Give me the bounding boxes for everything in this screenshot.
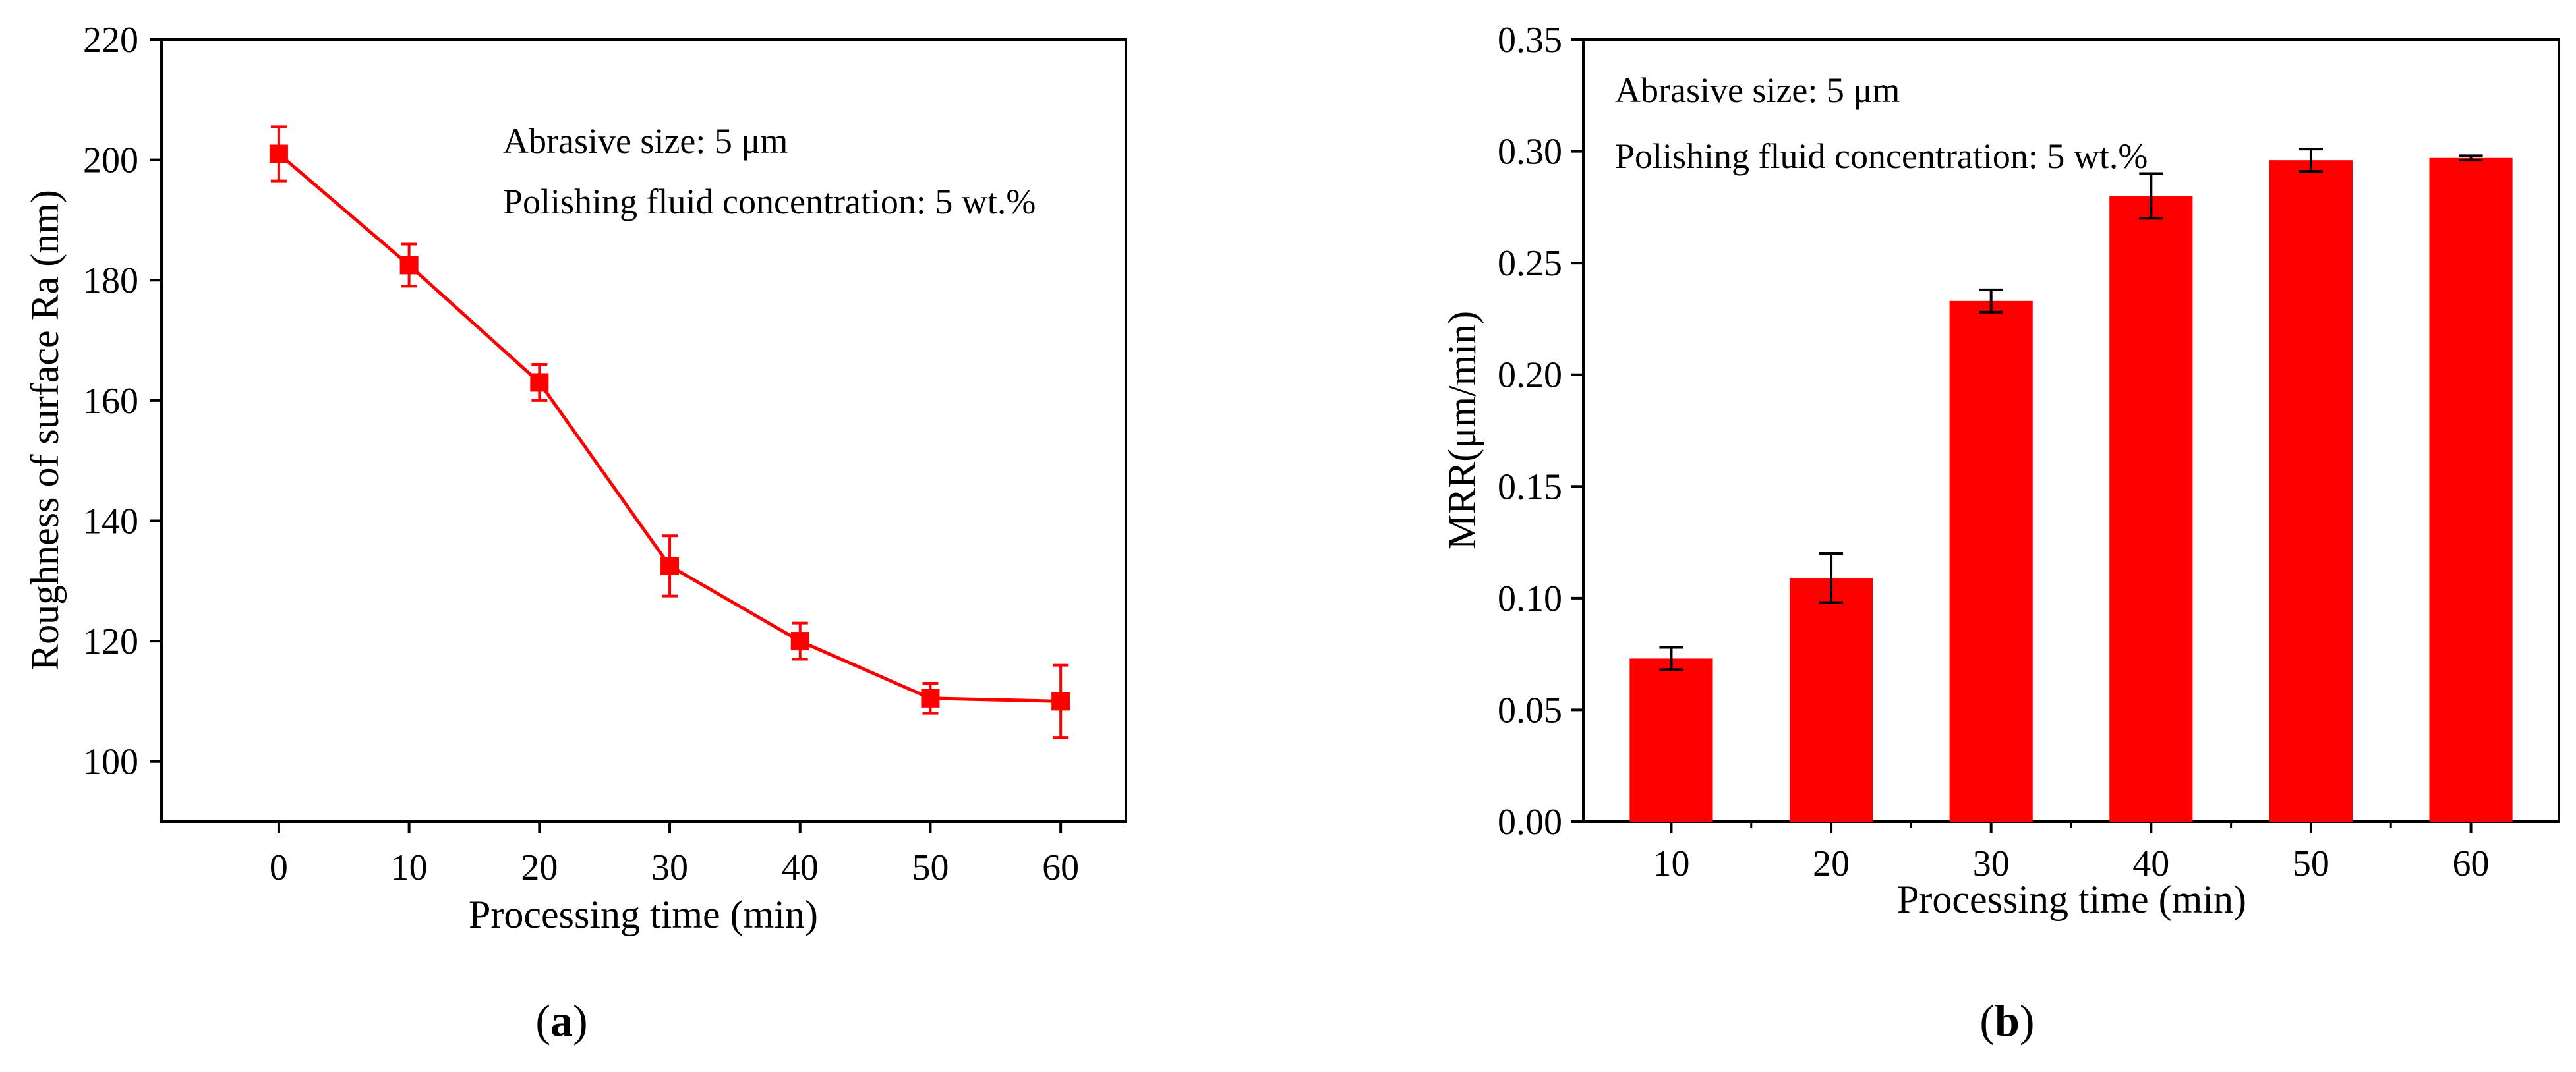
x-axis-title: Processing time (min) (1897, 878, 2246, 921)
data-point (660, 556, 680, 575)
data-point (1051, 692, 1070, 711)
panel-label: (b) (1979, 996, 2034, 1046)
annotation-abrasive-size: Abrasive size: 5 μm (503, 121, 788, 161)
plot-frame (160, 38, 1127, 823)
panel-label-letter: b (1995, 996, 2020, 1046)
series-line (278, 152, 1061, 703)
bar-group (1629, 148, 2513, 822)
y-tick-label: 180 (83, 260, 138, 301)
x-tick-label: 10 (1653, 843, 1689, 884)
mrr-bar-chart: 10 20 30 40 50 60 0.00 0.05 0.10 0.15 0.20 0.25 0.3… (1440, 20, 2560, 1046)
annotation-fluid-concentration: Polishing fluid concentration: 5 wt.% (503, 182, 1036, 221)
y-tick-group: 0.00 0.05 0.10 0.15 0.20 0.25 0.30 0.35 (1498, 20, 1583, 843)
x-tick-group: 10 20 30 40 50 60 (1653, 822, 2490, 884)
y-tick-label: 120 (83, 621, 138, 662)
y-tick-label: 220 (83, 20, 138, 61)
roughness-line-chart: 0 10 20 30 40 50 60 100 120 140 160 180 200 220 Proc… (23, 20, 1127, 1046)
bar (1949, 300, 2033, 822)
y-tick-label: 0.10 (1498, 578, 1562, 619)
x-tick-label: 60 (2453, 843, 2490, 884)
y-tick-label: 0.05 (1498, 690, 1562, 731)
y-tick-label: 0.30 (1498, 132, 1562, 173)
x-tick-label: 30 (1973, 843, 2010, 884)
bar (2429, 157, 2513, 822)
panel-label-letter: a (550, 996, 573, 1046)
x-tick-label: 10 (391, 847, 428, 888)
x-axis-title: Processing time (min) (469, 893, 818, 936)
y-axis-title: Roughness of surface Ra (nm) (23, 190, 67, 671)
data-point (399, 256, 419, 275)
x-tick-label: 20 (521, 847, 558, 888)
data-point (530, 373, 549, 392)
bar (2109, 196, 2193, 822)
y-axis-title: MRR(μm/min) (1440, 311, 1484, 550)
y-tick-label: 100 (83, 742, 138, 783)
bar (1789, 578, 1873, 822)
x-tick-label: 40 (782, 847, 819, 888)
y-tick-label: 140 (83, 501, 138, 542)
y-tick-label: 0.15 (1498, 466, 1562, 507)
panel-label: (a) (535, 996, 587, 1046)
x-tick-label: 60 (1042, 847, 1079, 888)
annotation-fluid-concentration: Polishing fluid concentration: 5 wt.% (1615, 136, 2148, 176)
series-roughness (269, 125, 1070, 739)
data-point (921, 689, 940, 708)
x-tick-label: 0 (270, 847, 288, 888)
x-tick-label: 50 (912, 847, 949, 888)
y-tick-group: 100 120 140 160 180 200 220 (83, 20, 161, 783)
y-tick-label: 0.00 (1498, 802, 1562, 843)
x-tick-label: 40 (2132, 843, 2169, 884)
y-tick-label: 200 (83, 140, 138, 181)
bar (1629, 658, 1713, 822)
y-tick-label: 160 (83, 381, 138, 422)
x-tick-label: 30 (651, 847, 688, 888)
data-point (269, 144, 288, 163)
x-tick-label: 20 (1813, 843, 1850, 884)
x-tick-label: 50 (2293, 843, 2329, 884)
x-tick-group: 0 10 20 30 40 50 60 (270, 822, 1079, 888)
bar (2269, 160, 2353, 822)
y-tick-label: 0.35 (1498, 20, 1562, 61)
annotation-abrasive-size: Abrasive size: 5 μm (1615, 71, 1900, 110)
y-tick-label: 0.25 (1498, 243, 1562, 284)
y-tick-label: 0.20 (1498, 355, 1562, 396)
data-point (790, 632, 809, 651)
